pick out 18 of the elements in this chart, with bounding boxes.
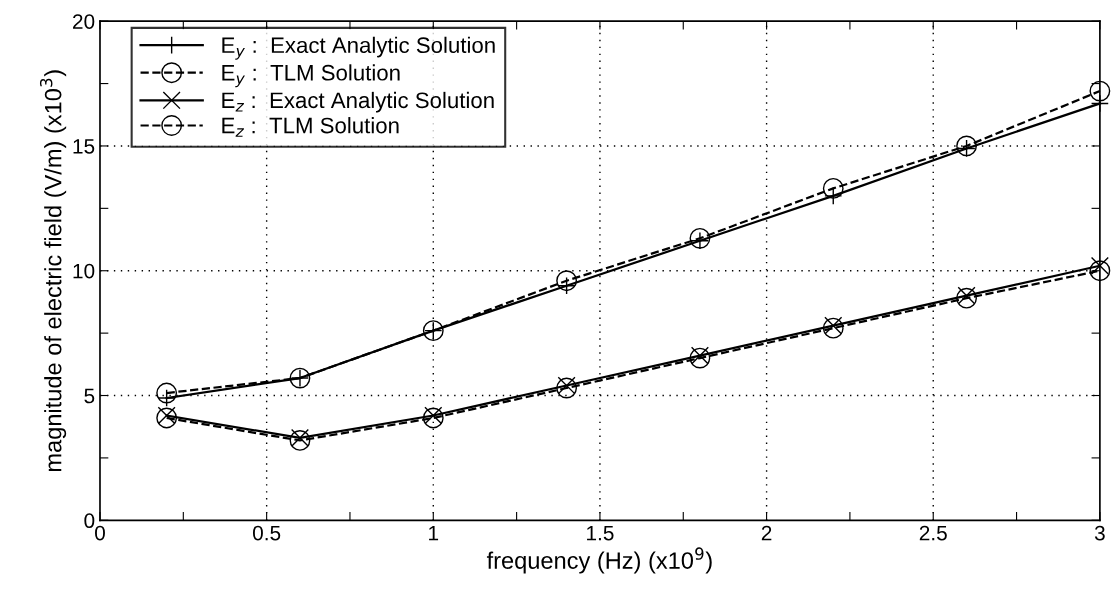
y-tick-label: 15: [73, 139, 95, 154]
x-tick-label: 2.5: [919, 525, 947, 541]
x-tick-label: 1: [429, 525, 439, 541]
legend-label: E$_{z}$ : Exact Analytic Solution: [222, 91, 494, 113]
legend-label: E$_{y}$ : Exact Analytic Solution: [222, 36, 495, 60]
y-tick-label: 20: [73, 14, 95, 29]
x-tick-label: 2: [761, 525, 772, 541]
y-tick-label: 0: [84, 513, 95, 529]
y-axis-title: magnitude of electric field (V/m) (x10$^{3}$): [39, 70, 67, 472]
x-tick-label: 0: [95, 525, 105, 541]
x-tick-label: 1.5: [587, 525, 614, 541]
legend-label: E$_{y}$ : TLM Solution: [222, 64, 400, 88]
x-tick-label: 0.5: [252, 525, 281, 541]
x-axis-title: frequency (Hz) (x10$^{9}$): [486, 547, 712, 574]
x-tick-label: 3: [1094, 525, 1105, 541]
y-tick-label: 5: [84, 388, 95, 404]
legend-label: E$_{z}$ : TLM Solution: [222, 117, 399, 137]
y-tick-label: 10: [73, 263, 95, 279]
